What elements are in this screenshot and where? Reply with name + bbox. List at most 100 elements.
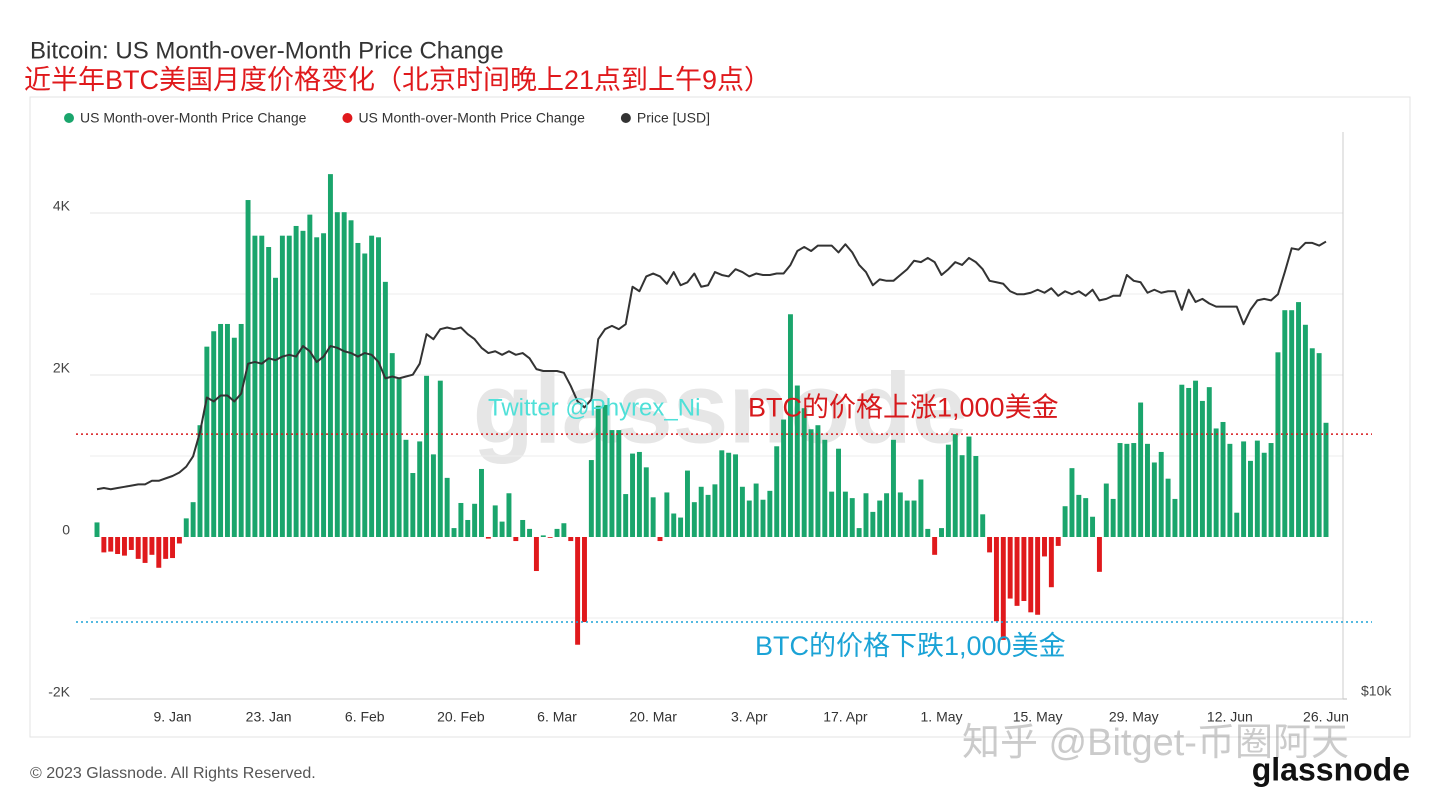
bar (396, 379, 402, 537)
bar (815, 425, 821, 537)
bar (774, 446, 780, 537)
price-line (96, 240, 1327, 491)
bar (1220, 421, 1226, 537)
chart-subtitle: 近半年BTC美国月度价格变化（北京时间晚上21点到上午9点） (24, 65, 771, 95)
bar (224, 323, 230, 537)
bar (973, 456, 979, 537)
bar (1048, 537, 1054, 588)
bar (527, 528, 533, 537)
bar (492, 505, 498, 537)
bar (101, 537, 107, 553)
bar (808, 429, 814, 537)
bar (266, 247, 272, 537)
y-tick-label: 0 (62, 522, 70, 538)
bar (678, 517, 684, 537)
bar (1000, 537, 1006, 640)
bar (856, 528, 862, 537)
bar (787, 314, 793, 537)
bar (959, 455, 965, 537)
bar (1289, 310, 1295, 537)
bar (1302, 324, 1308, 537)
bar (1165, 478, 1171, 537)
bar (1110, 498, 1116, 537)
bar (417, 441, 423, 537)
bar (1193, 380, 1199, 537)
bar (1268, 443, 1274, 537)
bar (1186, 387, 1192, 537)
annotation-label: BTC的价格下跌1,000美金 (755, 631, 1066, 661)
bar (1069, 468, 1075, 537)
bar (369, 235, 375, 537)
bar (211, 331, 217, 537)
bar (1158, 451, 1164, 537)
bar (321, 233, 327, 537)
bar (1296, 302, 1302, 537)
bar (1248, 460, 1253, 537)
bar (1131, 443, 1137, 537)
bar (822, 439, 828, 537)
author-watermark: Twitter @Phyrex_Ni (488, 394, 700, 421)
bar (1083, 498, 1089, 537)
zhihu-watermark: 知乎 @Bitget-币圈阿天 (962, 722, 1349, 764)
bar (245, 200, 251, 538)
x-tick-label: 12. Jun (1207, 709, 1253, 725)
bar (1055, 537, 1061, 546)
bar (149, 537, 155, 555)
bar (1021, 537, 1027, 601)
bar (595, 405, 601, 537)
bar (314, 237, 320, 538)
bar (218, 323, 224, 537)
bar (547, 537, 553, 538)
bar (760, 499, 766, 537)
bar (444, 477, 450, 537)
bar (238, 323, 244, 537)
x-tick-label: 17. Apr (823, 709, 868, 725)
bar (465, 519, 471, 537)
bar (657, 537, 663, 542)
bar (1076, 494, 1082, 537)
bar (334, 212, 340, 537)
bar (135, 537, 141, 559)
bar (897, 492, 903, 537)
bar (1124, 443, 1130, 537)
bar (966, 436, 972, 537)
bar (451, 528, 457, 537)
bar (781, 419, 787, 537)
bar (1323, 422, 1329, 537)
bar (1179, 384, 1185, 537)
bar (712, 484, 718, 537)
y-tick-label: -2K (48, 684, 70, 700)
bar (479, 468, 484, 537)
x-tick-label: 6. Feb (345, 709, 385, 725)
bar (987, 537, 993, 553)
bar (1282, 310, 1288, 537)
bar (932, 537, 938, 555)
chart-frame (29, 96, 1411, 738)
y2-tick-label: $10k (1361, 683, 1392, 699)
bar (733, 454, 739, 537)
bar (128, 537, 134, 550)
bar (499, 521, 505, 537)
bar (691, 502, 697, 537)
bar (382, 281, 388, 537)
bar (836, 448, 841, 537)
bar (458, 502, 464, 537)
bar (767, 490, 773, 537)
legend-marker (342, 113, 353, 123)
bar (430, 454, 436, 537)
bar (630, 453, 636, 537)
bar (1241, 441, 1247, 537)
bar (513, 537, 519, 542)
x-tick-label: 20. Mar (629, 709, 677, 725)
bar (1275, 352, 1281, 537)
bar (485, 537, 491, 539)
bar (108, 537, 114, 552)
annotation-label: BTC的价格上涨1,000美金 (748, 392, 1059, 422)
bar (719, 450, 725, 537)
bar (671, 513, 677, 537)
bar (533, 537, 539, 572)
bar (1028, 537, 1034, 613)
bar (582, 537, 587, 623)
